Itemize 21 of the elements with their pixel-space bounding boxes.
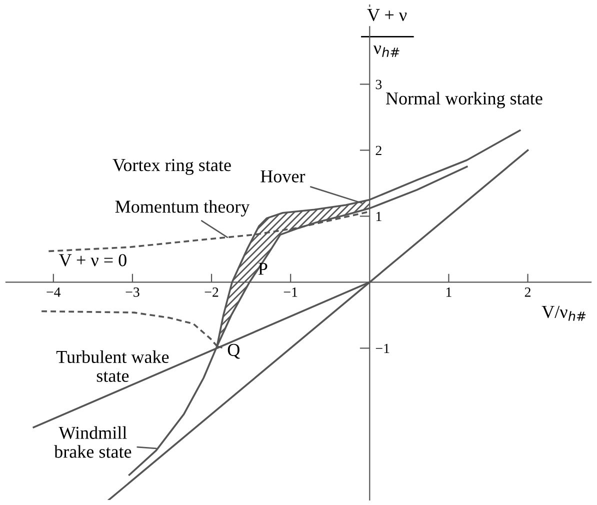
x-tick-label: −4 bbox=[46, 288, 61, 297]
annotation: Hover bbox=[260, 170, 306, 182]
y-tick-label: 1 bbox=[376, 212, 382, 222]
annotation: Momentum theory bbox=[115, 200, 250, 216]
y-tick-label: 3 bbox=[376, 80, 382, 90]
annotation: Vortex ring state bbox=[112, 159, 231, 175]
annotation: Normal working state bbox=[386, 92, 542, 108]
y-tick-label: 2 bbox=[376, 146, 382, 156]
annotation: V + ν = 0 bbox=[58, 254, 126, 266]
x-axis-title: V/ν$_{h#}$ bbox=[542, 306, 586, 321]
x-tick-label: −3 bbox=[126, 287, 140, 297]
x-tick-label: −2 bbox=[204, 287, 218, 297]
annotation: Turbulent wake state bbox=[56, 350, 169, 382]
text: V + ν ν$_{h#}$ bbox=[367, 9, 407, 57]
x-tick-label: 2 bbox=[524, 287, 530, 297]
y-tick-label: −1 bbox=[376, 344, 390, 353]
annotation: Windmill brake state bbox=[54, 426, 132, 458]
x-tick-label: −1 bbox=[284, 288, 298, 297]
annotation: P bbox=[258, 262, 268, 275]
x-tick-label: 1 bbox=[446, 288, 452, 297]
annotation: Q bbox=[228, 344, 240, 359]
